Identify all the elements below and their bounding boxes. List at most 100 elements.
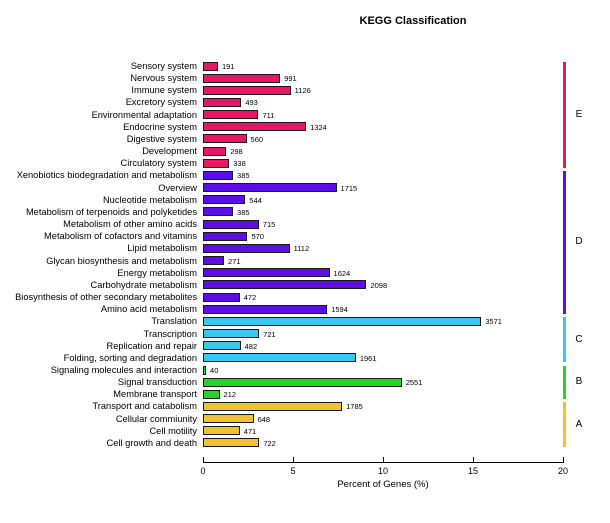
bar-value: 471: [243, 426, 257, 436]
bar: [203, 280, 367, 290]
group-bracket: [563, 365, 566, 399]
category-label: Lipid metabolism: [127, 243, 197, 254]
category-label: Cell motility: [149, 425, 197, 436]
bar-value: 1126: [294, 86, 311, 96]
bar: [203, 146, 227, 156]
bar-value: 1324: [310, 122, 327, 132]
category-label: Environmental adaptation: [91, 109, 197, 120]
x-axis-title: Percent of Genes (%): [337, 479, 429, 490]
chart-title: KEGG Classification: [359, 15, 467, 27]
category-label: Replication and repair: [106, 340, 197, 351]
group-bracket: [563, 316, 566, 363]
bar-value: 40: [210, 366, 219, 375]
bar-value: 560: [250, 134, 264, 144]
category-label: Excretory system: [125, 97, 197, 108]
category-label: Energy metabolism: [117, 267, 197, 278]
group-letter: D: [575, 236, 583, 248]
bar: [203, 219, 259, 229]
group-bracket: [563, 401, 566, 448]
category-label: Digestive system: [126, 133, 197, 144]
bar: [203, 85, 291, 95]
category-label: Immune system: [131, 85, 197, 96]
bar-value: 1112: [293, 244, 310, 254]
bar-value: 1624: [333, 268, 351, 278]
category-label: Metabolism of terpenoids and polyketides: [25, 206, 197, 217]
group-letter: A: [575, 418, 583, 430]
x-axis-tick: [472, 457, 474, 462]
bar-value: 338: [233, 159, 246, 169]
bar-value: 2551: [405, 378, 423, 388]
bar: [203, 304, 328, 314]
bar-value: 482: [244, 341, 258, 351]
bar: [203, 256, 225, 266]
category-label: Cell growth and death: [106, 437, 197, 448]
group-letter: E: [575, 108, 583, 120]
category-label: Glycan biosynthesis and metabolism: [46, 255, 197, 266]
group-bracket: [563, 61, 566, 168]
bar-value: 1785: [346, 402, 363, 412]
category-label: Metabolism of other amino acids: [63, 219, 197, 230]
bar: [203, 158, 230, 168]
bar-value: 711: [262, 110, 275, 120]
bar-value: 298: [230, 147, 243, 157]
category-label: Transport and catabolism: [92, 401, 197, 412]
x-axis-tick: [562, 457, 564, 462]
bar-value: 722: [263, 438, 276, 448]
x-axis-tick-label: 15: [467, 466, 478, 476]
x-axis-tick-label: 0: [200, 466, 206, 476]
bar: [203, 73, 281, 83]
group-letter: C: [575, 333, 583, 345]
bar: [203, 61, 218, 71]
category-label: Xenobiotics biodegradation and metabolis…: [16, 170, 197, 181]
bar-value: 721: [263, 329, 276, 339]
bar: [203, 329, 260, 339]
bar-value: 212: [223, 390, 237, 400]
bar-value: 570: [251, 232, 264, 242]
x-axis-tick-label: 5: [290, 466, 296, 476]
category-label: Signaling molecules and interaction: [50, 365, 197, 375]
category-label: Sensory system: [130, 61, 197, 71]
group-bracket: [563, 170, 566, 314]
bar-value: 3571: [485, 317, 502, 327]
bar: [203, 97, 242, 107]
category-label: Nucleotide metabolism: [102, 194, 197, 205]
bar: [203, 401, 343, 411]
category-label: Development: [142, 146, 197, 157]
bar-value: 385: [237, 171, 250, 181]
bar: [203, 170, 234, 180]
bar: [203, 243, 290, 253]
bar: [203, 389, 220, 399]
category-label: Endocrine system: [123, 121, 197, 132]
bar: [203, 377, 402, 387]
bar: [203, 414, 254, 424]
category-label: Circulatory system: [120, 158, 197, 169]
bar-value: 2098: [370, 280, 388, 290]
x-axis-line: [203, 462, 564, 463]
group-letter: B: [575, 376, 583, 388]
category-label: Translation: [151, 316, 197, 327]
x-axis-tick-label: 20: [557, 466, 568, 476]
category-label: Biosynthesis of other secondary metaboli…: [15, 292, 197, 303]
category-label: Signal transduction: [117, 377, 197, 388]
bar: [203, 195, 246, 205]
x-axis-tick-label: 10: [377, 466, 388, 476]
bar: [203, 438, 260, 448]
bar: [203, 341, 241, 351]
category-label: Overview: [158, 182, 197, 193]
bar-value: 1715: [340, 183, 358, 193]
bar: [203, 365, 207, 375]
bar-value: 715: [262, 220, 276, 230]
bar-value: 271: [228, 256, 241, 266]
category-label: Transcription: [143, 328, 197, 339]
bar: [203, 207, 234, 217]
bar: [203, 110, 259, 120]
bar: [203, 231, 248, 241]
bar: [203, 268, 330, 278]
bar-value: 648: [257, 414, 271, 424]
bar: [203, 426, 240, 436]
x-axis-tick: [202, 457, 204, 462]
bar: [203, 183, 337, 193]
bar: [203, 122, 307, 132]
